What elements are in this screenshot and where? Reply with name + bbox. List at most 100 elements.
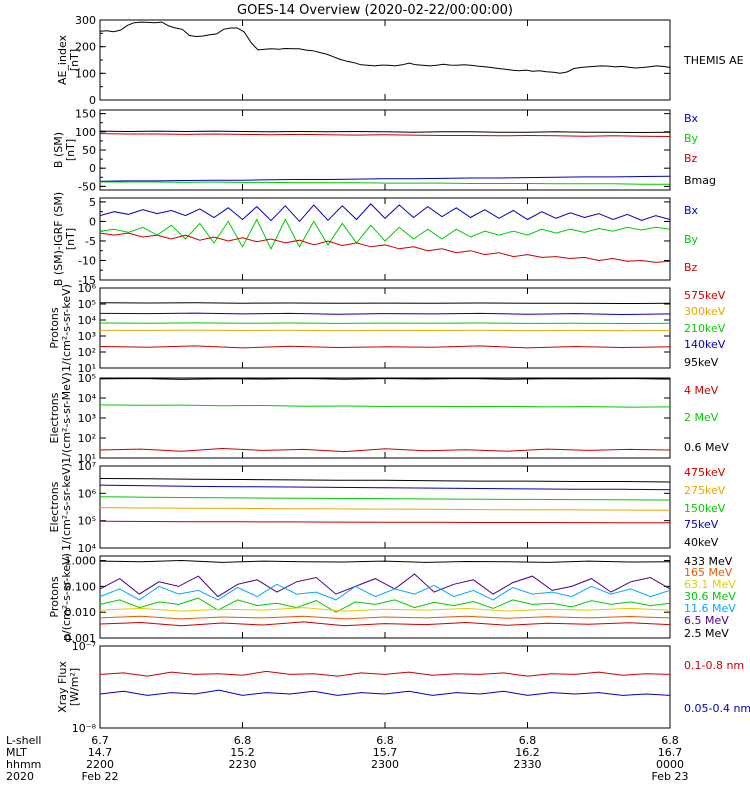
y-tick-label: 5 <box>89 196 96 209</box>
legend-entry: 140keV <box>684 338 726 351</box>
legend-entry: 0.6 MeV <box>684 441 729 454</box>
y-axis-label-line: [nT] <box>68 49 81 71</box>
x-tick-label: 15.2 <box>230 746 255 759</box>
y-tick-label: -15 <box>78 274 96 287</box>
x-row-label: 2020 <box>6 770 34 783</box>
series-line-0-1-0-8-nm <box>99 670 671 677</box>
x-tick-label: 2330 <box>514 758 542 771</box>
series-line-140kev <box>99 312 671 316</box>
series-line-6-5-mev <box>99 573 671 598</box>
series-line-210kev <box>99 322 671 325</box>
panel-6: 10⁴ 10⁵ 10⁶ 10⁷ Electrons1/(cm²-s-sr-keV) 475… <box>48 460 726 555</box>
series-line-by <box>99 218 671 250</box>
legend-entry: 0.05-0.4 nm <box>684 702 750 715</box>
y-axis-label: AE_index[nT] <box>56 34 81 85</box>
panel-4: 10¹ 10² 10³ 10⁴ 10⁵ 10⁶ Protons1/(cm²-s-sr-keV… <box>48 282 726 375</box>
y-tick-label: 10⁶ <box>78 282 97 295</box>
legend-entry: By <box>684 233 699 246</box>
legend-entry: 433 MeV <box>684 555 733 568</box>
legend-entry: Bmag <box>684 174 716 187</box>
series-line-30-6-mev <box>99 597 671 613</box>
y-axis-label-line: 1/(cm²-s-sr-keV) <box>60 284 73 372</box>
series-line-475kev <box>99 520 670 524</box>
x-tick-label: 16.7 <box>658 746 683 759</box>
y-axis-label-line: p/(cm²-s-sr-keV) <box>60 553 73 641</box>
y-tick-label: 150 <box>75 108 96 121</box>
y-tick-label: 10⁶ <box>78 487 97 500</box>
legend-entry: Bx <box>684 112 699 125</box>
y-axis-label: Electrons1/(cm²-s-sr-MeV) <box>48 372 73 463</box>
y-tick-label: 0.010 <box>65 606 97 619</box>
x-tick-label: Feb 23 <box>652 770 689 783</box>
x-tick-label: 6.8 <box>519 734 537 747</box>
x-tick-label: 16.2 <box>515 746 540 759</box>
y-tick-label: 10¹ <box>78 452 96 465</box>
series-line-bz <box>99 232 671 263</box>
panel-1: 0 100 200 300 AE_index[nT] THEMIS AE <box>56 14 744 107</box>
y-tick-label: 0 <box>89 215 96 228</box>
legend-entry: 63.1 MeV <box>684 578 736 591</box>
y-tick-label: 50 <box>82 144 96 157</box>
y-axis-label: Protons1/(cm²-s-sr-keV) <box>48 284 73 372</box>
legend-entry: 575keV <box>684 289 726 302</box>
legend-entry: 11.6 MeV <box>684 602 736 615</box>
x-tick-label: 6.8 <box>661 734 679 747</box>
panel-frame <box>99 377 671 459</box>
y-axis-label: Protonsp/(cm²-s-sr-keV) <box>48 553 73 641</box>
y-tick-label: 0 <box>89 94 96 107</box>
y-axis-label: Electrons1/(cm²-s-sr-keV) <box>48 463 73 551</box>
panel-frame <box>99 465 671 549</box>
y-axis-label: B (SM)-IGRF (SM)[nT] <box>52 192 77 286</box>
x-row-label: MLT <box>6 746 27 759</box>
series-line-0-05-0-4-nm <box>99 689 671 696</box>
y-axis-label-line: [nT] <box>64 228 77 250</box>
legend-entry: Bz <box>684 152 698 165</box>
x-tick-label: Feb 22 <box>82 770 119 783</box>
panel-2: -50 0 50 100 150 B (SM)[nT] Bx By Bz Bmag <box>52 108 716 194</box>
legend-entry: 150keV <box>684 502 726 515</box>
y-tick-label: 10¹ <box>78 362 96 375</box>
x-row-label: L-shell <box>6 734 42 747</box>
y-axis-label-line: 1/(cm²-s-sr-MeV) <box>60 372 73 463</box>
series-line-2-mev <box>99 404 671 408</box>
y-axis-label-line: 1/(cm²-s-sr-keV) <box>60 463 73 551</box>
series-line-150kev <box>99 496 671 501</box>
x-tick-label: 6.8 <box>376 734 394 747</box>
panel-3: -15 -10 -5 0 5 B (SM)-IGRF (SM)[nT] Bx By Bz <box>52 192 699 287</box>
y-axis-label: Xray Flux[W/m²] <box>56 661 81 713</box>
y-axis-label-line: Electrons <box>48 481 61 532</box>
legend-entry: 95keV <box>684 356 719 369</box>
y-tick-label: 100 <box>75 67 96 80</box>
y-tick-label: 10⁴ <box>78 314 97 327</box>
y-axis-label-line: Protons <box>48 576 61 617</box>
series-line-by <box>100 181 670 185</box>
legend-entry: Bz <box>684 261 698 274</box>
y-axis-label-line: [nT] <box>64 139 77 161</box>
x-tick-label: 2300 <box>371 758 399 771</box>
series-line-95kev <box>99 302 671 305</box>
x-row-label: hhmm <box>6 758 41 771</box>
legend-entry: 30.6 MeV <box>684 590 736 603</box>
x-tick-label: 15.7 <box>373 746 398 759</box>
x-tick-label: 6.7 <box>91 734 109 747</box>
y-tick-label: 10⁵ <box>78 298 96 311</box>
y-axis-label-line: B (SM) <box>52 132 65 168</box>
legend-entry: 300keV <box>684 305 726 318</box>
y-tick-label: -5 <box>85 235 96 248</box>
y-axis-label-line: [W/m²] <box>68 668 81 706</box>
y-tick-label: 200 <box>75 41 96 54</box>
y-axis-label-line: Electrons <box>48 392 61 443</box>
series-line-bz <box>99 133 671 137</box>
y-tick-label: 100 <box>75 126 96 139</box>
series-line-11-6-mev <box>99 583 671 601</box>
series-line-575kev <box>99 345 671 349</box>
legend-entry: 2.5 MeV <box>684 627 729 640</box>
panel-frame <box>99 109 671 191</box>
x-tick-label: 6.8 <box>234 734 252 747</box>
series-line-bmag <box>99 130 671 134</box>
y-tick-label: 10⁴ <box>78 542 97 555</box>
series-line-bx <box>99 175 671 182</box>
legend-entry: 40keV <box>684 536 719 549</box>
